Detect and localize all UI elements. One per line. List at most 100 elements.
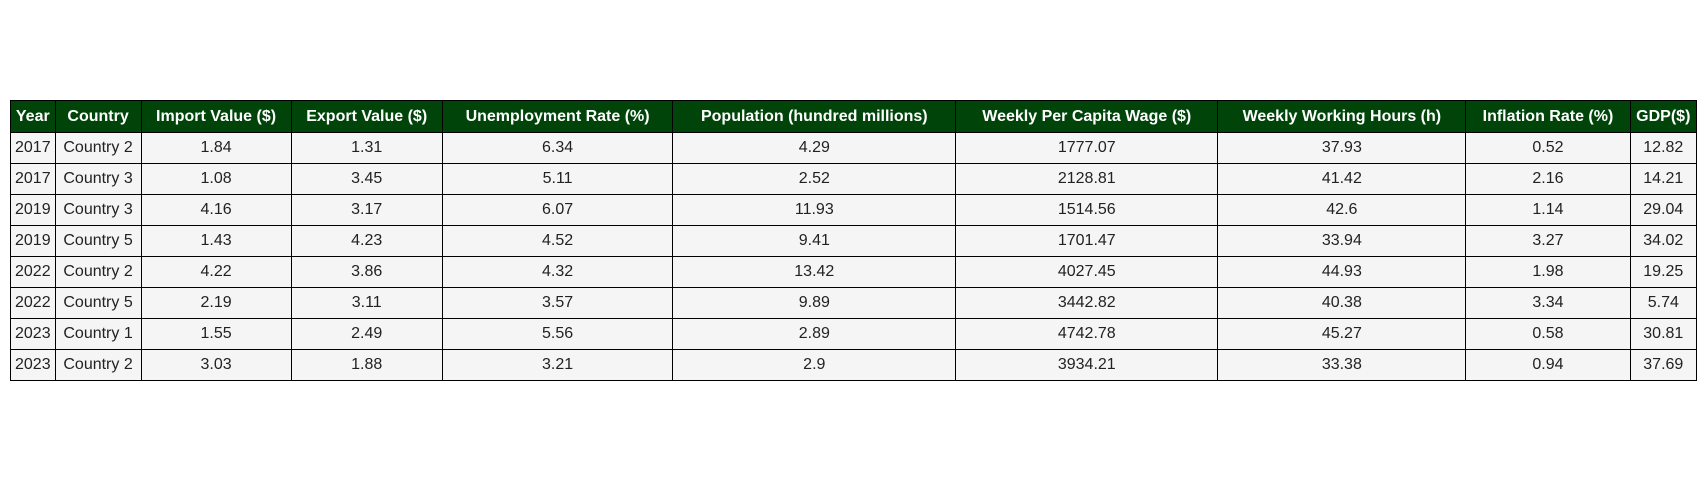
table-cell: 3934.21 bbox=[955, 349, 1219, 381]
column-header: Population (hundred millions) bbox=[672, 100, 957, 133]
table-cell: Country 5 bbox=[54, 287, 142, 319]
column-header: GDP($) bbox=[1629, 100, 1698, 133]
table-row: 2022 Country 5 2.19 3.11 3.57 9.89 3442.82 40.3… bbox=[10, 287, 1698, 319]
data-table-container: Year Country Import Value ($) Export Value … bbox=[10, 100, 1698, 381]
table-cell: 13.42 bbox=[672, 256, 957, 288]
table-cell: 3.03 bbox=[140, 349, 292, 381]
table-cell: 9.89 bbox=[672, 287, 957, 319]
table-cell: 1.31 bbox=[290, 132, 443, 164]
table-cell: Country 2 bbox=[54, 256, 142, 288]
table-cell: 3.57 bbox=[441, 287, 674, 319]
table-row: 2022 Country 2 4.22 3.86 4.32 13.42 4027.45 44.… bbox=[10, 256, 1698, 288]
table-header-row: Year Country Import Value ($) Export Value … bbox=[10, 100, 1698, 133]
table-cell: 2022 bbox=[10, 256, 56, 288]
table-cell: 2.9 bbox=[672, 349, 957, 381]
table-cell: 4.16 bbox=[140, 194, 292, 226]
table-cell: 1.08 bbox=[140, 163, 292, 195]
table-row: 2017 Country 2 1.84 1.31 6.34 4.29 1777.07 37.9… bbox=[10, 132, 1698, 164]
table-cell: 44.93 bbox=[1217, 256, 1467, 288]
table-cell: 2019 bbox=[10, 194, 56, 226]
table-cell: 9.41 bbox=[672, 225, 957, 257]
table-cell: 1701.47 bbox=[955, 225, 1219, 257]
table-cell: 3.86 bbox=[290, 256, 443, 288]
table-cell: 3.11 bbox=[290, 287, 443, 319]
column-header: Weekly Working Hours (h) bbox=[1217, 100, 1467, 133]
table-cell: 1.43 bbox=[140, 225, 292, 257]
table-cell: Country 2 bbox=[54, 349, 142, 381]
table-cell: 4.29 bbox=[672, 132, 957, 164]
table-cell: 1.98 bbox=[1465, 256, 1631, 288]
column-header: Unemployment Rate (%) bbox=[441, 100, 674, 133]
data-table: Year Country Import Value ($) Export Value … bbox=[10, 100, 1698, 381]
table-cell: 14.21 bbox=[1629, 163, 1698, 195]
table-cell: 4742.78 bbox=[955, 318, 1219, 350]
table-cell: 2023 bbox=[10, 349, 56, 381]
table-cell: 3442.82 bbox=[955, 287, 1219, 319]
table-cell: 4.22 bbox=[140, 256, 292, 288]
table-cell: 1.88 bbox=[290, 349, 443, 381]
table-row: 2023 Country 2 3.03 1.88 3.21 2.9 3934.21 33.38… bbox=[10, 349, 1698, 381]
table-cell: 40.38 bbox=[1217, 287, 1467, 319]
table-cell: 3.45 bbox=[290, 163, 443, 195]
table-cell: 2017 bbox=[10, 132, 56, 164]
table-row: 2017 Country 3 1.08 3.45 5.11 2.52 2128.81 41.4… bbox=[10, 163, 1698, 195]
table-cell: 1777.07 bbox=[955, 132, 1219, 164]
table-cell: Country 3 bbox=[54, 163, 142, 195]
table-cell: 42.6 bbox=[1217, 194, 1467, 226]
table-cell: 29.04 bbox=[1629, 194, 1698, 226]
table-cell: 0.94 bbox=[1465, 349, 1631, 381]
table-cell: 2019 bbox=[10, 225, 56, 257]
table-cell: 37.69 bbox=[1629, 349, 1698, 381]
table-cell: 2.52 bbox=[672, 163, 957, 195]
column-header: Year bbox=[10, 100, 56, 133]
table-cell: 4.32 bbox=[441, 256, 674, 288]
column-header: Inflation Rate (%) bbox=[1465, 100, 1631, 133]
table-cell: 1514.56 bbox=[955, 194, 1219, 226]
table-cell: 0.58 bbox=[1465, 318, 1631, 350]
table-cell: 2128.81 bbox=[955, 163, 1219, 195]
table-cell: 6.07 bbox=[441, 194, 674, 226]
table-cell: 33.94 bbox=[1217, 225, 1467, 257]
table-cell: 2.19 bbox=[140, 287, 292, 319]
table-cell: 6.34 bbox=[441, 132, 674, 164]
table-cell: 5.74 bbox=[1629, 287, 1698, 319]
table-cell: 3.27 bbox=[1465, 225, 1631, 257]
table-cell: 1.14 bbox=[1465, 194, 1631, 226]
table-cell: 5.11 bbox=[441, 163, 674, 195]
column-header: Country bbox=[54, 100, 142, 133]
table-cell: 37.93 bbox=[1217, 132, 1467, 164]
column-header: Export Value ($) bbox=[290, 100, 443, 133]
table-cell: 3.21 bbox=[441, 349, 674, 381]
table-cell: 1.55 bbox=[140, 318, 292, 350]
table-cell: 45.27 bbox=[1217, 318, 1467, 350]
table-cell: 11.93 bbox=[672, 194, 957, 226]
table-cell: 33.38 bbox=[1217, 349, 1467, 381]
column-header: Weekly Per Capita Wage ($) bbox=[955, 100, 1219, 133]
table-cell: 4.23 bbox=[290, 225, 443, 257]
table-cell: 2017 bbox=[10, 163, 56, 195]
table-cell: Country 3 bbox=[54, 194, 142, 226]
table-cell: 30.81 bbox=[1629, 318, 1698, 350]
table-body: 2017 Country 2 1.84 1.31 6.34 4.29 1777.07 37.9… bbox=[10, 132, 1698, 381]
table-cell: 2023 bbox=[10, 318, 56, 350]
table-cell: Country 2 bbox=[54, 132, 142, 164]
table-cell: 4027.45 bbox=[955, 256, 1219, 288]
table-cell: 3.34 bbox=[1465, 287, 1631, 319]
table-cell: 2.16 bbox=[1465, 163, 1631, 195]
table-cell: 4.52 bbox=[441, 225, 674, 257]
table-cell: 5.56 bbox=[441, 318, 674, 350]
table-row: 2019 Country 3 4.16 3.17 6.07 11.93 1514.56 42.… bbox=[10, 194, 1698, 226]
table-cell: Country 1 bbox=[54, 318, 142, 350]
column-header: Import Value ($) bbox=[140, 100, 292, 133]
table-cell: 0.52 bbox=[1465, 132, 1631, 164]
table-row: 2023 Country 1 1.55 2.49 5.56 2.89 4742.78 45.2… bbox=[10, 318, 1698, 350]
table-cell: 41.42 bbox=[1217, 163, 1467, 195]
table-cell: 19.25 bbox=[1629, 256, 1698, 288]
table-cell: Country 5 bbox=[54, 225, 142, 257]
table-cell: 2.49 bbox=[290, 318, 443, 350]
table-cell: 1.84 bbox=[140, 132, 292, 164]
table-cell: 3.17 bbox=[290, 194, 443, 226]
table-cell: 34.02 bbox=[1629, 225, 1698, 257]
table-row: 2019 Country 5 1.43 4.23 4.52 9.41 1701.47 33.9… bbox=[10, 225, 1698, 257]
table-cell: 2022 bbox=[10, 287, 56, 319]
